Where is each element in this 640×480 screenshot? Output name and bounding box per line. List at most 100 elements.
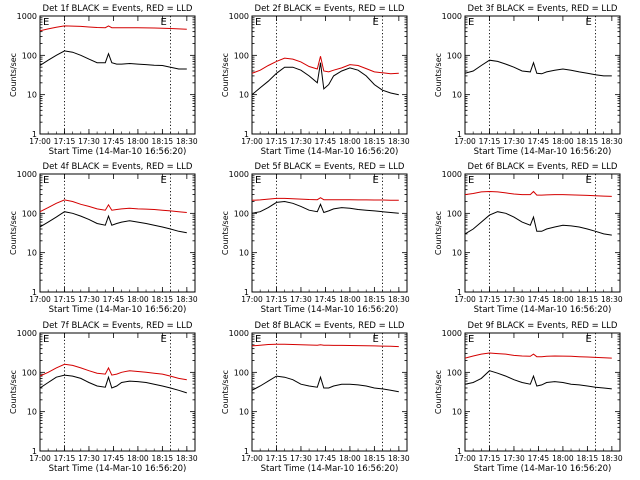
event-marker-label: E bbox=[161, 17, 167, 28]
x-tick-label: 17:45 bbox=[528, 295, 550, 304]
x-tick-label: 17:45 bbox=[103, 295, 125, 304]
x-tick-label: 18:30 bbox=[601, 295, 623, 304]
x-tick-label: 18:00 bbox=[127, 137, 149, 146]
y-tick-label: 100 bbox=[22, 368, 37, 377]
y-tick-label: 100 bbox=[22, 209, 37, 218]
series-line-events bbox=[252, 375, 399, 393]
y-tick-label: 10 bbox=[452, 249, 462, 258]
y-tick-label: 100 bbox=[22, 51, 37, 60]
x-tick-label: 18:30 bbox=[388, 295, 410, 304]
x-axis-label: Start Time (14-Mar-10 16:56:20) bbox=[49, 464, 187, 474]
x-tick-label: 17:45 bbox=[528, 454, 550, 463]
x-tick-label: 18:30 bbox=[176, 295, 198, 304]
chart-title: Det 1f BLACK = Events, RED = LLD bbox=[43, 4, 193, 14]
x-tick-label: 17:45 bbox=[528, 137, 550, 146]
y-tick-label: 10 bbox=[452, 408, 462, 417]
x-tick-label: 17:15 bbox=[266, 137, 288, 146]
x-tick-label: 18:00 bbox=[339, 295, 361, 304]
event-marker-label: E bbox=[468, 334, 474, 345]
plot-frame bbox=[251, 173, 408, 293]
event-marker-label: E bbox=[43, 17, 49, 28]
x-tick-label: 18:15 bbox=[577, 137, 599, 146]
x-tick-label: 18:00 bbox=[552, 454, 574, 463]
chart-panel-3: Det 3f BLACK = Events, RED = LLD 1 10 100 10… bbox=[434, 4, 623, 157]
event-marker-label: E bbox=[255, 334, 261, 345]
x-tick-label: 18:15 bbox=[152, 137, 174, 146]
x-tick-label: 17:00 bbox=[454, 454, 476, 463]
y-tick-label: 1 bbox=[32, 288, 37, 297]
series-line-events bbox=[40, 211, 187, 234]
series-line-events bbox=[40, 50, 187, 70]
plot-frame bbox=[464, 173, 621, 293]
y-tick-label: 1000 bbox=[229, 170, 249, 179]
x-tick-label: 17:00 bbox=[241, 454, 263, 463]
event-marker-label: E bbox=[43, 175, 49, 186]
x-tick-label: 17:15 bbox=[479, 295, 501, 304]
y-tick-label: 1000 bbox=[17, 12, 37, 21]
x-tick-label: 17:15 bbox=[266, 454, 288, 463]
chart-panel-4: Det 4f BLACK = Events, RED = LLD 1 10 100 10… bbox=[9, 162, 198, 315]
chart-panel-1: Det 1f BLACK = Events, RED = LLD 1 10 100 10… bbox=[9, 4, 198, 157]
x-tick-label: 18:15 bbox=[364, 454, 386, 463]
event-marker-label: E bbox=[468, 17, 474, 28]
event-marker-label: E bbox=[586, 17, 592, 28]
x-tick-label: 18:15 bbox=[577, 295, 599, 304]
x-tick-label: 17:15 bbox=[54, 137, 76, 146]
x-tick-label: 18:00 bbox=[339, 454, 361, 463]
x-tick-label: 17:30 bbox=[290, 137, 312, 146]
x-tick-label: 17:00 bbox=[241, 295, 263, 304]
series-line-lld bbox=[40, 363, 187, 381]
x-tick-label: 18:00 bbox=[127, 295, 149, 304]
x-tick-label: 17:30 bbox=[78, 454, 100, 463]
x-tick-label: 18:30 bbox=[601, 454, 623, 463]
event-marker-label: E bbox=[373, 17, 379, 28]
x-tick-label: 18:15 bbox=[364, 137, 386, 146]
series-line-events bbox=[252, 62, 399, 96]
x-axis-label: Start Time (14-Mar-10 16:56:20) bbox=[474, 147, 612, 157]
y-tick-label: 1 bbox=[457, 447, 462, 456]
chart-panel-2: Det 2f BLACK = Events, RED = LLD 1 10 100 10… bbox=[221, 4, 410, 157]
y-axis-label: Counts/sec bbox=[434, 370, 443, 414]
plot-frame bbox=[39, 332, 196, 452]
x-tick-label: 18:00 bbox=[552, 295, 574, 304]
x-tick-label: 17:30 bbox=[503, 137, 525, 146]
x-tick-label: 17:00 bbox=[29, 454, 51, 463]
y-tick-label: 100 bbox=[447, 209, 462, 218]
x-tick-label: 17:00 bbox=[454, 295, 476, 304]
x-tick-label: 17:30 bbox=[503, 295, 525, 304]
y-tick-label: 1000 bbox=[442, 329, 462, 338]
event-marker-label: E bbox=[255, 175, 261, 186]
x-tick-label: 17:45 bbox=[103, 137, 125, 146]
series-line-lld bbox=[40, 199, 187, 213]
plot-frame bbox=[39, 173, 196, 293]
x-axis-label: Start Time (14-Mar-10 16:56:20) bbox=[474, 305, 612, 315]
x-tick-label: 18:30 bbox=[388, 454, 410, 463]
series-line-events bbox=[465, 59, 612, 77]
chart-panel-9: Det 9f BLACK = Events, RED = LLD 1 10 100 10… bbox=[434, 321, 623, 474]
chart-panel-5: Det 5f BLACK = Events, RED = LLD 1 10 100 10… bbox=[221, 162, 410, 315]
chart-title: Det 7f BLACK = Events, RED = LLD bbox=[43, 321, 193, 331]
chart-title: Det 8f BLACK = Events, RED = LLD bbox=[255, 321, 405, 331]
y-tick-label: 1000 bbox=[442, 170, 462, 179]
event-marker-label: E bbox=[468, 175, 474, 186]
x-axis-label: Start Time (14-Mar-10 16:56:20) bbox=[474, 464, 612, 474]
series-line-events bbox=[252, 200, 399, 214]
series-line-lld bbox=[252, 56, 399, 75]
x-axis-label: Start Time (14-Mar-10 16:56:20) bbox=[49, 147, 187, 157]
x-tick-label: 17:45 bbox=[315, 137, 337, 146]
x-axis-label: Start Time (14-Mar-10 16:56:20) bbox=[261, 464, 399, 474]
x-tick-label: 18:15 bbox=[577, 454, 599, 463]
y-tick-label: 10 bbox=[27, 249, 37, 258]
y-tick-label: 1 bbox=[244, 447, 249, 456]
x-tick-label: 17:30 bbox=[290, 295, 312, 304]
y-tick-label: 1000 bbox=[17, 170, 37, 179]
y-axis-label: Counts/sec bbox=[221, 211, 230, 255]
chart-panel-7: Det 7f BLACK = Events, RED = LLD 1 10 100 10… bbox=[9, 321, 198, 474]
chart-panel-6: Det 6f BLACK = Events, RED = LLD 1 10 100 10… bbox=[434, 162, 623, 315]
chart-title: Det 2f BLACK = Events, RED = LLD bbox=[255, 4, 405, 14]
y-tick-label: 1 bbox=[244, 288, 249, 297]
y-tick-label: 1 bbox=[32, 130, 37, 139]
event-marker-label: E bbox=[255, 17, 261, 28]
event-marker-label: E bbox=[373, 334, 379, 345]
